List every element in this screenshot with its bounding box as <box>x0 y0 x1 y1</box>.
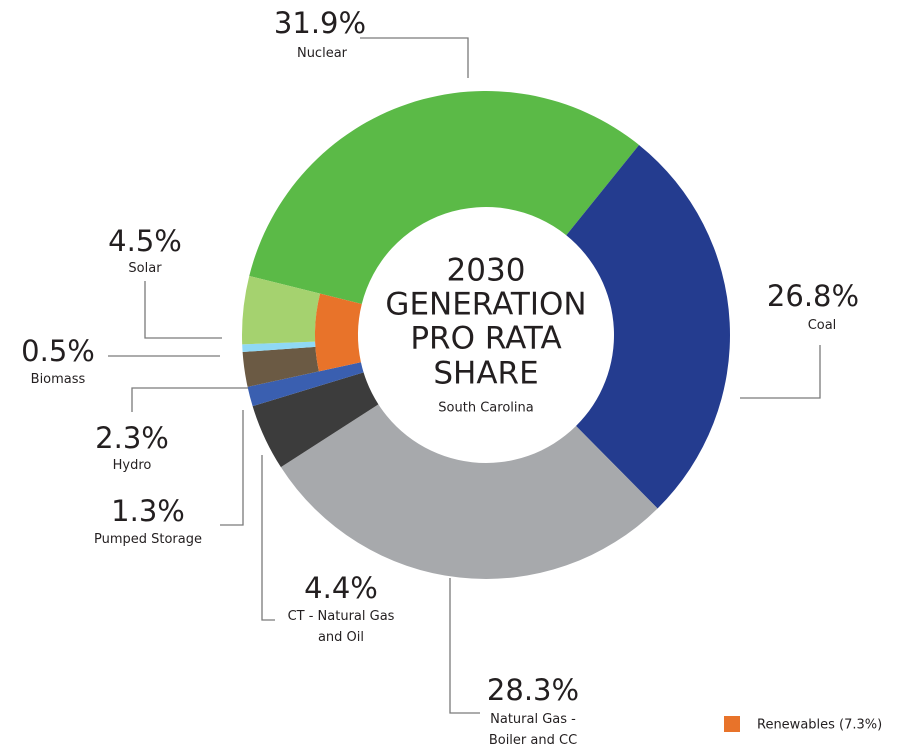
leader-line <box>740 345 821 399</box>
segment <box>252 372 379 468</box>
category-label: Nuclear <box>296 46 348 61</box>
leader-line <box>144 281 222 339</box>
leader-line <box>220 410 244 526</box>
segment <box>242 341 316 353</box>
ring <box>242 90 730 579</box>
value-label: 31.9% <box>274 6 366 40</box>
category-label: Coal <box>807 318 837 333</box>
value-label: 26.8% <box>767 279 859 313</box>
segment <box>247 362 364 407</box>
leader-line <box>360 37 469 78</box>
value-label: 4.5% <box>108 224 182 258</box>
segment <box>242 275 321 345</box>
category-label: Biomass <box>30 372 86 387</box>
legend-label: Renewables (7.3%) <box>757 718 882 733</box>
category-label: Pumped Storage <box>93 532 202 547</box>
segment <box>242 346 319 387</box>
chart-title: PRO RATA <box>410 321 561 357</box>
category-label: Natural Gas - Boiler and CC <box>488 712 578 748</box>
value-label: 0.5% <box>21 334 95 368</box>
chart-title: 2030 <box>447 253 526 289</box>
category-label: Hydro <box>112 458 152 473</box>
value-label: 28.3% <box>487 673 579 707</box>
inner-segment <box>315 293 362 372</box>
value-label: 4.4% <box>304 571 378 605</box>
value-label: 2.3% <box>95 421 169 455</box>
chart-title: SHARE <box>433 356 538 392</box>
legend-swatch <box>724 716 740 732</box>
leader-line <box>261 455 275 621</box>
leaders <box>108 37 821 714</box>
value-label: 1.3% <box>111 494 185 528</box>
category-label: Solar <box>128 261 162 276</box>
subtitle: South Carolina <box>438 401 533 416</box>
chart-title: GENERATION <box>385 287 586 323</box>
leader-line <box>131 387 248 412</box>
segment <box>280 404 658 579</box>
segment <box>566 144 730 509</box>
leader-line <box>449 578 480 714</box>
segment <box>249 90 640 305</box>
category-label: CT - Natural Gas and Oil <box>287 609 395 645</box>
